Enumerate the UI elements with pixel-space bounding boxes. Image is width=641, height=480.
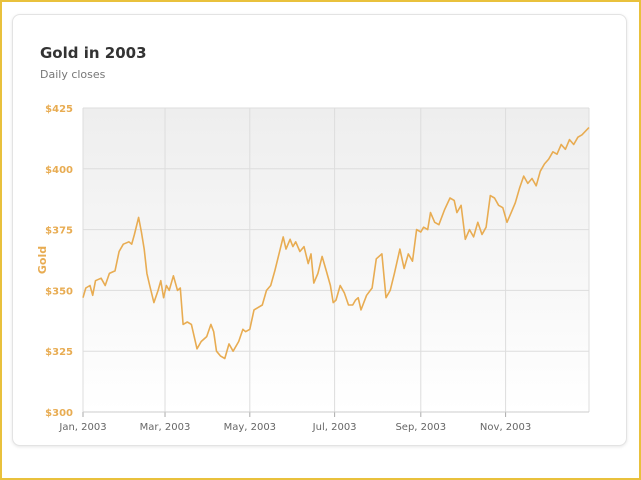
y-tick-label: $350 xyxy=(45,286,73,297)
x-tick-label: Mar, 2003 xyxy=(140,422,191,433)
x-tick-label: Jan, 2003 xyxy=(58,422,106,433)
y-tick-label: $425 xyxy=(45,104,73,115)
series-line xyxy=(82,126,590,360)
y-axis-label: Gold xyxy=(36,246,49,274)
chart-title: Gold in 2003 xyxy=(40,44,147,62)
x-tick-label: Sep, 2003 xyxy=(395,422,446,433)
x-tick-label: Nov, 2003 xyxy=(480,422,531,433)
y-tick-label: $325 xyxy=(45,347,73,358)
y-tick-label: $375 xyxy=(45,226,73,237)
x-tick-label: May, 2003 xyxy=(224,422,276,433)
y-tick-label: $300 xyxy=(45,408,73,419)
y-tick-label: $400 xyxy=(45,165,73,176)
chart-subtitle: Daily closes xyxy=(40,68,106,81)
x-tick-label: Jul, 2003 xyxy=(312,422,357,433)
plot-area xyxy=(83,108,589,412)
